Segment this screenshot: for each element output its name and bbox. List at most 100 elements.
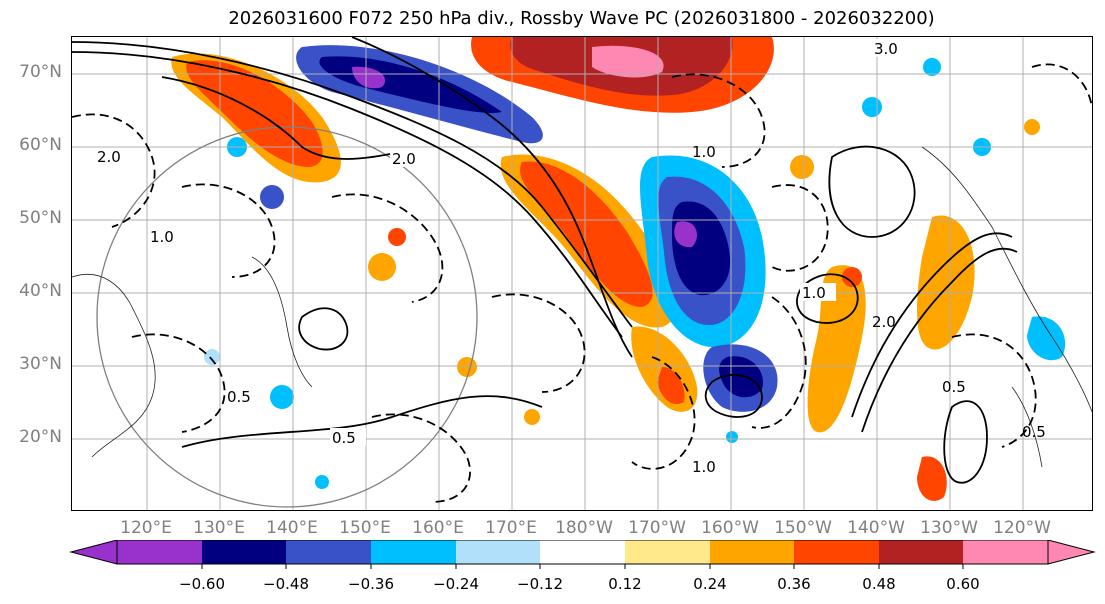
lon-label-140w: 140°W [847,518,905,538]
shade-patch [388,228,406,246]
colorbar-outline [116,540,1049,565]
shade-negative-nw-peak [352,66,386,89]
colorbar-bin [371,540,456,564]
contour-line [796,273,859,324]
contour-line [161,76,403,160]
colorbar-label: 0.24 [693,575,727,593]
contour-label: 1.0 [692,143,716,161]
colorbar-label: 0.12 [608,575,642,593]
shade-positive-east-3 [917,456,947,501]
coastlines [72,146,1092,468]
contour-line-dashed [72,113,156,228]
shade-positive-east-1 [807,265,866,433]
colorbar-bin [710,540,794,564]
lon-label-160e: 160°E [412,518,464,538]
colorbar-label: −0.60 [179,575,225,593]
shade-patch [260,185,284,209]
lon-label-170w: 170°W [628,518,686,538]
contour-label: 0.5 [1022,423,1046,441]
shaded-divergence [171,37,1066,501]
shade-patch [862,97,882,117]
colorbar-bin [202,540,286,564]
colorbar-bin [879,540,963,564]
contour-line [828,145,916,238]
contour-label-bg [872,39,912,57]
lat-label-60n: 60°N [19,135,62,155]
colorbar-bin [117,540,202,564]
contours-dashed [72,63,1092,503]
colorbar-extend-max [1047,540,1096,565]
contour-label: 0.5 [332,429,356,447]
contour-line-dashed [331,193,444,303]
colorbar-ticks [201,564,964,569]
lon-label-130w: 130°W [920,518,978,538]
graticule [72,37,1092,510]
lon-label-140e: 140°E [266,518,318,538]
shade-patch [204,349,220,365]
contour-line [943,400,988,484]
colorbar-extend-min [69,540,118,565]
contour-line [298,307,349,351]
coastline [72,273,156,458]
contour-line-dashed [131,333,226,433]
contour-line-dashed [671,73,766,168]
shade-positive-east-2 [917,215,975,350]
shade-patch [524,409,540,425]
lon-label-170e: 170°E [485,518,537,538]
lon-label-160w: 160°W [701,518,759,538]
contour-label-bg [800,283,836,301]
lat-label-40n: 40°N [19,281,62,301]
colorbar-label: 0.36 [777,575,811,593]
colorbar-label: −0.48 [263,575,309,593]
contour-line-dashed [181,183,276,278]
contour-line [72,41,633,328]
contour-line [851,232,1013,418]
lat-label-50n: 50°N [19,208,62,228]
shade-negative-central-peak [674,221,697,248]
lon-label-150e: 150°E [339,518,391,538]
contour-line-dashed [491,293,586,393]
colorbar-bin [286,540,371,564]
colorbar-bin [540,540,625,564]
contour-label: 1.0 [150,228,174,246]
lat-label-70n: 70°N [19,62,62,82]
shade-patch [315,475,329,489]
contour-label: 2.0 [392,150,416,168]
lon-label-120w: 120°W [993,518,1051,538]
colorbar-bin [963,540,1048,564]
colorbar-bin [456,540,540,564]
lon-label-130e: 130°E [193,518,245,538]
shade-patch [790,155,814,179]
contour-line [181,395,543,448]
contour-line-dashed [951,333,1037,448]
contour-label: 1.0 [692,458,716,476]
contour-label: 1.0 [802,284,826,302]
contour-line-dashed [371,413,471,503]
contour-label-bg [330,428,366,446]
map-field-svg: 3.0 2.0 2.0 1.0 1.0 1.0 0.5 0.5 0.5 0.5 … [72,37,1092,510]
coastline [921,146,1092,413]
map-panel: 3.0 2.0 2.0 1.0 1.0 1.0 0.5 0.5 0.5 0.5 … [71,36,1093,511]
contour-line [704,373,763,418]
contour-line-dashed [751,296,807,429]
lat-label-20n: 20°N [19,427,62,447]
contours-solid [72,37,1018,484]
shade-patch [457,357,477,377]
contour-label: 0.5 [942,378,966,396]
colorbar-bin [625,540,710,564]
shade-positive-central-core [520,161,653,307]
shade-patch [270,385,294,409]
lon-label-120e: 120°E [120,518,172,538]
contour-line-dashed [771,184,829,272]
shade-patch [1024,119,1040,135]
contour-label: 3.0 [874,40,898,58]
shade-patch [923,58,941,76]
coastline [251,256,313,388]
contour-line-dashed [1031,63,1092,108]
shade-patch [368,253,396,281]
contour-line [861,247,1018,433]
contour-label: 2.0 [872,313,896,331]
shade-negative-east [1027,316,1066,361]
contour-line [72,51,623,338]
shade-patch [842,267,862,287]
